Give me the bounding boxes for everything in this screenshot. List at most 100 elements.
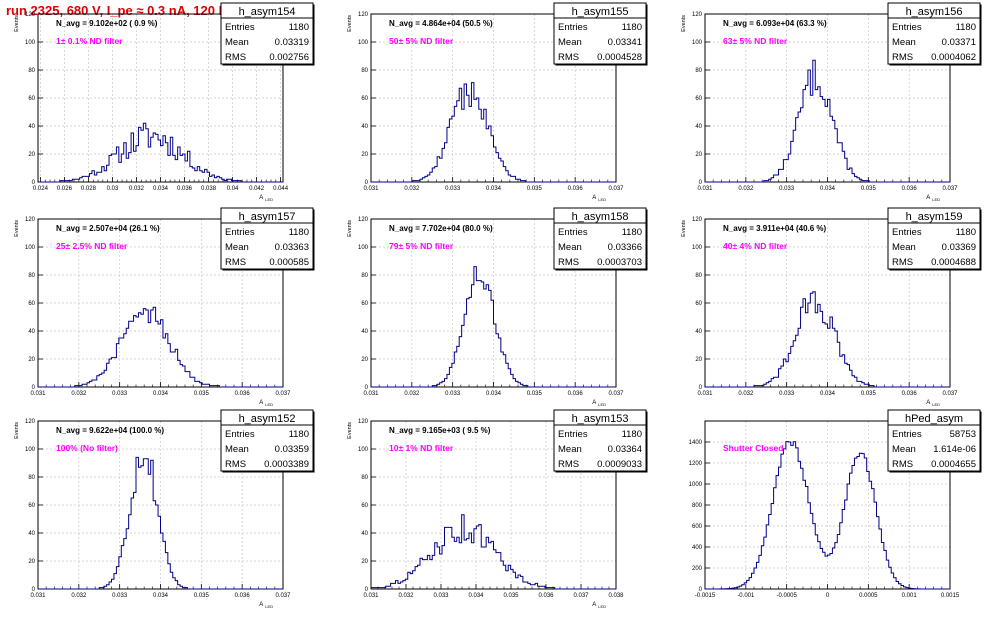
x-tick-label: 0.033: [445, 391, 461, 397]
histogram-line: [38, 456, 283, 590]
navg-label: N_avg = 9.102e+02 ( 0.9 %): [56, 19, 158, 28]
y-tick-label: 80: [28, 475, 35, 481]
y-axis-title: Events: [681, 15, 687, 32]
histogram-panel-h_asym157: 0.031 0.032 0.033 0.034 0.035 0.036 0.037 0 20 40…: [14, 207, 315, 407]
y-tick-label: 80: [361, 273, 368, 279]
filter-annotation: 10± 1% ND filter: [389, 443, 454, 453]
x-tick-label: 0.037: [608, 391, 624, 397]
x-tick-label: -0.001: [737, 593, 755, 599]
x-axis-title-subscript: LED: [598, 197, 606, 202]
y-tick-label: 100: [25, 447, 36, 453]
navg-label: N_avg = 3.911e+04 (40.6 %): [723, 224, 827, 233]
stats-value: 0.03319: [275, 37, 309, 48]
x-tick-label: 0.033: [779, 391, 795, 397]
x-tick-label: 0.034: [153, 186, 169, 192]
stats-box-title: h_asym156: [906, 6, 963, 18]
x-tick-label: 0.0005: [859, 593, 878, 599]
y-tick-label: 100: [25, 245, 36, 251]
x-tick-label: 0.036: [235, 593, 251, 599]
stats-value: 0.0003389: [264, 459, 309, 470]
navg-label: N_avg = 4.864e+04 (50.5 %): [389, 19, 493, 28]
filter-annotation: 63± 5% ND filter: [723, 36, 788, 46]
x-tick-label: 0.033: [445, 186, 461, 192]
y-tick-label: 100: [692, 245, 703, 251]
x-tick-label: 0.034: [153, 593, 169, 599]
y-tick-label: 400: [692, 545, 703, 551]
y-tick-label: 20: [28, 357, 35, 363]
x-tick-label: 0.031: [363, 186, 379, 192]
x-axis-title: A LED: [926, 195, 940, 202]
stats-box: [887, 207, 981, 270]
filter-annotation: 25± 2.5% ND filter: [56, 241, 128, 251]
x-axis-title: A LED: [259, 195, 273, 202]
stats-box-title: h_asym153: [572, 413, 629, 425]
x-tick-label: 0.035: [527, 391, 543, 397]
x-axis-title: A LED: [259, 400, 273, 407]
y-tick-label: 120: [358, 217, 369, 223]
x-tick-label: 0.033: [112, 391, 128, 397]
y-tick-label: 60: [28, 301, 35, 307]
y-tick-label: 1000: [689, 482, 703, 488]
stats-box: [220, 207, 314, 270]
stats-box: [553, 409, 647, 472]
navg-label: N_avg = 9.165e+03 ( 9.5 %): [389, 426, 491, 435]
y-tick-label: 80: [28, 273, 35, 279]
y-tick-label: 40: [361, 329, 368, 335]
y-tick-label: 40: [695, 329, 702, 335]
stats-box: [553, 2, 647, 65]
stats-box-title: h_asym154: [239, 6, 296, 18]
histogram-line: [705, 441, 950, 590]
y-tick-label: 100: [692, 40, 703, 46]
x-axis-title-subscript: LED: [265, 402, 273, 407]
y-tick-label: 0: [699, 385, 703, 391]
x-tick-label: 0.034: [820, 186, 836, 192]
x-tick-label: 0.001: [902, 593, 918, 599]
y-tick-label: 0: [699, 180, 703, 186]
x-tick-label: 0.032: [71, 391, 87, 397]
y-tick-label: 100: [358, 245, 369, 251]
stats-value: 58753: [950, 429, 976, 440]
x-tick-label: 0.035: [861, 186, 877, 192]
filter-annotation: 40± 4% ND filter: [723, 241, 788, 251]
y-tick-label: 120: [692, 12, 703, 18]
histogram-panel-h_asym154: 0.024 0.026 0.028 0.03 0.032 0.034 0.036 0.038 0…: [14, 2, 315, 202]
stats-value: 1180: [289, 429, 309, 440]
x-tick-label: 0.031: [30, 391, 46, 397]
stats-label: Entries: [892, 227, 922, 238]
x-tick-label: 0.037: [942, 391, 958, 397]
stats-value: 0.0003703: [597, 257, 642, 268]
x-tick-label: 0.031: [697, 186, 713, 192]
stats-label: Mean: [225, 37, 249, 48]
stats-value: 0.0004528: [597, 52, 642, 63]
y-axis-title: Events: [347, 220, 353, 237]
y-tick-label: 20: [361, 357, 368, 363]
histogram-panel-h_asym156: 0.031 0.032 0.033 0.034 0.035 0.036 0.037 0 20 40…: [681, 2, 982, 202]
stats-value: 0.03363: [275, 242, 309, 253]
y-tick-label: 60: [695, 96, 702, 102]
x-tick-label: 0.042: [249, 186, 265, 192]
y-tick-label: 20: [28, 559, 35, 565]
stats-label: RMS: [225, 52, 246, 63]
x-tick-label: 0.032: [398, 593, 414, 599]
histogram-panel-h_asym153: 0.031 0.032 0.033 0.034 0.035 0.036 0.037 0.038…: [347, 409, 648, 609]
x-tick-label: 0.032: [71, 593, 87, 599]
x-tick-label: -0.0005: [776, 593, 797, 599]
x-axis-title-subscript: LED: [598, 402, 606, 407]
histogram-line: [38, 306, 283, 388]
x-axis-title-subscript: LED: [265, 197, 273, 202]
x-tick-label: 0.037: [275, 391, 291, 397]
y-axis-title: Events: [347, 422, 353, 439]
navg-label: N_avg = 6.093e+04 (63.3 %): [723, 19, 827, 28]
histogram-line: [38, 122, 283, 183]
y-axis-title: Events: [14, 220, 20, 237]
y-tick-label: 20: [361, 152, 368, 158]
stats-label: RMS: [558, 52, 579, 63]
stats-label: RMS: [558, 459, 579, 470]
y-tick-label: 40: [28, 531, 35, 537]
stats-label: RMS: [558, 257, 579, 268]
stats-label: Mean: [558, 242, 582, 253]
stats-value: 0.03341: [608, 37, 642, 48]
y-tick-label: 0: [32, 180, 36, 186]
y-tick-label: 0: [365, 385, 369, 391]
stats-box-title: h_asym155: [572, 6, 629, 18]
